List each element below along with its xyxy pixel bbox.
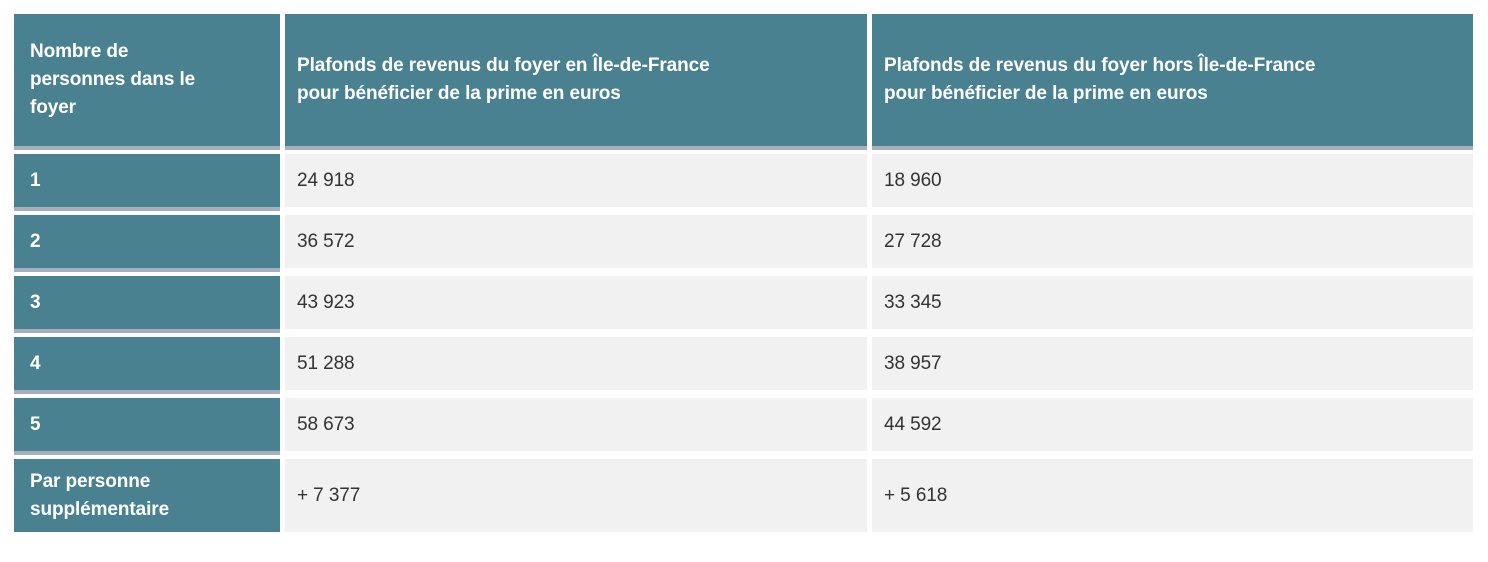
table-row: 2 36 572 27 728 — [14, 215, 1473, 272]
table-row: 3 43 923 33 345 — [14, 276, 1473, 333]
row-label-household-4: 4 — [14, 337, 280, 394]
cell-hors-idf-3: 33 345 — [872, 276, 1473, 333]
cell-hors-idf-5: 44 592 — [872, 398, 1473, 455]
header-row: Nombre de personnes dans le foyer Plafon… — [14, 14, 1473, 150]
cell-hors-idf-extra: + 5 618 — [872, 459, 1473, 536]
cell-hors-idf-2: 27 728 — [872, 215, 1473, 272]
cell-idf-4: 51 288 — [285, 337, 867, 394]
table-row: 4 51 288 38 957 — [14, 337, 1473, 394]
header-ceiling-idf-label: Plafonds de revenus du foyer en Île-de-F… — [297, 55, 710, 104]
income-ceilings-table: Nombre de personnes dans le foyer Plafon… — [9, 10, 1478, 540]
header-household-size-label: Nombre de personnes dans le foyer — [30, 41, 196, 118]
cell-idf-2: 36 572 — [285, 215, 867, 272]
cell-hors-idf-1: 18 960 — [872, 154, 1473, 211]
row-label-household-3: 3 — [14, 276, 280, 333]
row-label-household-5: 5 — [14, 398, 280, 455]
cell-hors-idf-4: 38 957 — [872, 337, 1473, 394]
header-ceiling-hors-idf-label: Plafonds de revenus du foyer hors Île-de… — [884, 55, 1316, 104]
cell-idf-5: 58 673 — [285, 398, 867, 455]
header-ceiling-hors-idf: Plafonds de revenus du foyer hors Île-de… — [872, 14, 1473, 150]
table-row: 1 24 918 18 960 — [14, 154, 1473, 211]
header-ceiling-idf: Plafonds de revenus du foyer en Île-de-F… — [285, 14, 867, 150]
table-row: 5 58 673 44 592 — [14, 398, 1473, 455]
cell-idf-1: 24 918 — [285, 154, 867, 211]
cell-idf-extra: + 7 377 — [285, 459, 867, 536]
row-label-household-1: 1 — [14, 154, 280, 211]
table-row: Par personne supplémentaire + 7 377 + 5 … — [14, 459, 1473, 536]
header-household-size: Nombre de personnes dans le foyer — [14, 14, 280, 150]
row-label-household-2: 2 — [14, 215, 280, 272]
cell-idf-3: 43 923 — [285, 276, 867, 333]
row-label-per-extra-person: Par personne supplémentaire — [14, 459, 280, 536]
